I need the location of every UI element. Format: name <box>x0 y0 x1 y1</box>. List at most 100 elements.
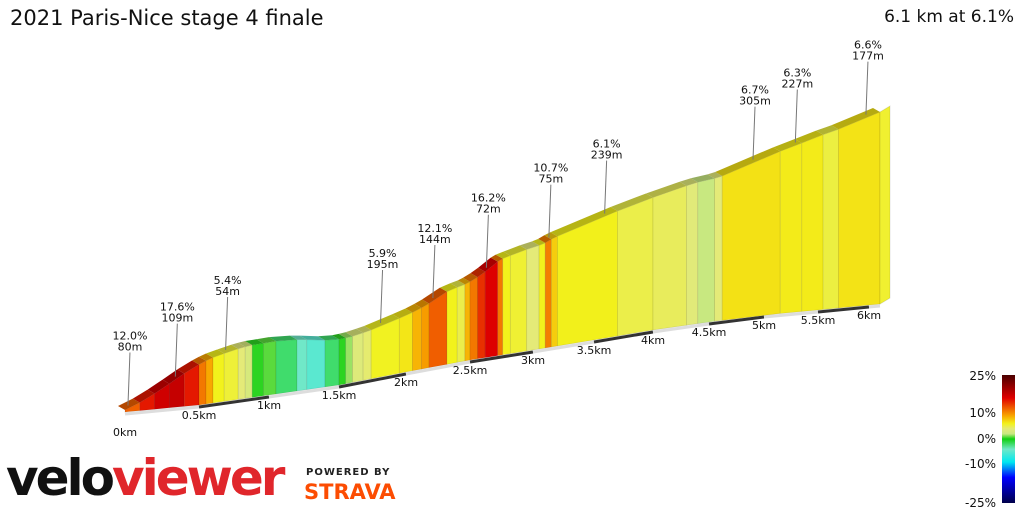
annotation-grade: 12.0% <box>112 330 147 343</box>
annotation-length: 195m <box>367 258 399 271</box>
legend-label-25: 25% <box>969 369 996 383</box>
profile-segment <box>237 346 246 400</box>
ridge-segment <box>414 299 430 308</box>
strava-logo: STRAVA <box>304 480 396 504</box>
profile-segment <box>306 339 326 391</box>
ridge-segment <box>816 125 839 135</box>
annotation-grade: 17.6% <box>160 301 195 314</box>
ridge-segment <box>690 174 715 183</box>
profile-segment <box>362 329 372 381</box>
legend-label-neg10: -10% <box>965 457 996 471</box>
ridge-segment <box>831 108 880 130</box>
profile-segment <box>464 281 471 362</box>
ridge-segment <box>332 333 346 340</box>
profile-segment <box>550 235 558 348</box>
axis-bar-segment <box>198 395 270 409</box>
axis-bar-segment <box>268 385 340 399</box>
profile-segment <box>801 134 824 312</box>
ridge-segment <box>318 335 339 341</box>
profile-segment <box>469 276 478 361</box>
x-tick-label: 1km <box>257 399 281 412</box>
x-tick-label: 2km <box>394 376 418 389</box>
ridge-segment <box>679 178 698 186</box>
annotation-length: 54m <box>215 285 240 298</box>
ridge-segment <box>532 238 546 246</box>
annotation-leader-line <box>432 244 436 298</box>
ridge-segment <box>550 206 618 237</box>
annotation-grade: 5.9% <box>369 247 397 260</box>
axis-bar-segment <box>405 360 471 376</box>
ridge-segment <box>147 379 170 394</box>
x-tick-label: 4km <box>641 334 665 347</box>
tick-labels: 0km 0.5km 1km 1.5km 2km 2.5km 3km 3.5km 4km 4.5km… <box>113 309 881 439</box>
annotation-grade: 10.7% <box>533 162 568 175</box>
ridge-segment <box>405 303 422 313</box>
annotation-length: 177m <box>852 50 884 63</box>
annotation-length: 80m <box>118 341 143 354</box>
annotation-leader-line <box>548 184 552 238</box>
profile-segment <box>352 332 364 383</box>
profile-segment <box>838 111 881 309</box>
profile-ridge <box>118 105 891 410</box>
annotation-leader-line <box>225 296 229 351</box>
profile-segment <box>244 344 253 399</box>
annotations: 12.0%80m 17.6%109m 5.4%54m 5.9%195m 12.1%144… <box>112 39 884 406</box>
profile-end-face <box>879 105 891 305</box>
profile-segment <box>822 128 839 310</box>
profile-segment <box>338 337 347 386</box>
ridge-segment <box>356 325 372 333</box>
ridge-segment <box>478 257 498 272</box>
axis-bar-segment <box>469 350 534 364</box>
annotation-grade: 6.6% <box>854 39 882 52</box>
profile-segment <box>497 257 504 357</box>
profile-segment <box>477 271 486 360</box>
profile-segment <box>263 340 277 397</box>
annotation-grade: 6.1% <box>593 138 621 151</box>
ridge-segment <box>364 314 400 330</box>
annotation-length: 239m <box>591 149 623 162</box>
annotation-length: 109m <box>161 312 193 325</box>
ridge-segment <box>450 280 465 288</box>
profile-segment <box>779 142 803 314</box>
annotation-leader-line <box>865 61 869 115</box>
logo-viewer: viewer <box>112 449 285 507</box>
annotation-length: 305m <box>739 95 771 108</box>
annotation-length: 227m <box>781 78 813 91</box>
annotation-leader-line <box>485 214 489 268</box>
ridge-segment <box>610 193 653 211</box>
ridge-segment <box>794 130 824 144</box>
ridge-segment <box>118 398 140 410</box>
ridge-segment <box>162 369 185 384</box>
ridge-segment <box>503 245 527 256</box>
ridge-segment <box>422 287 447 304</box>
ridge-segment <box>544 232 558 240</box>
ridge-segment <box>206 349 225 358</box>
ridge-segment <box>646 181 687 198</box>
ridge-segment <box>707 172 723 179</box>
ridge-segment <box>256 337 276 344</box>
x-tick-label: 0km <box>113 426 137 439</box>
annotation-grade: 6.7% <box>741 84 769 97</box>
ridge-segment <box>457 277 470 285</box>
axis-bar-segment <box>652 322 710 334</box>
ridge-segment <box>345 328 364 337</box>
gradient-legend: 25% 10% 0% -10% -25% <box>965 369 1015 510</box>
ridge-segment <box>290 335 307 340</box>
annotation-leader-line <box>604 160 608 214</box>
ridge-segment <box>439 283 458 292</box>
ridge-segment <box>192 356 206 365</box>
ridge-segment <box>495 251 511 259</box>
x-tick-label: 4.5km <box>692 326 727 339</box>
annotation-leader-line <box>127 352 131 406</box>
profile-segments <box>124 111 881 413</box>
axis-bar-segment <box>124 405 200 416</box>
x-tick-label: 2.5km <box>453 364 488 377</box>
axis-bar-segment <box>817 305 870 314</box>
x-tick-label: 6km <box>857 309 881 322</box>
profile-segment <box>484 260 499 359</box>
annotation-length: 75m <box>539 173 564 186</box>
annotation-leader-line <box>380 270 384 324</box>
x-tick-label: 0.5km <box>182 409 217 422</box>
annotation-length: 144m <box>419 233 451 246</box>
axis-bar-segment <box>532 340 595 354</box>
